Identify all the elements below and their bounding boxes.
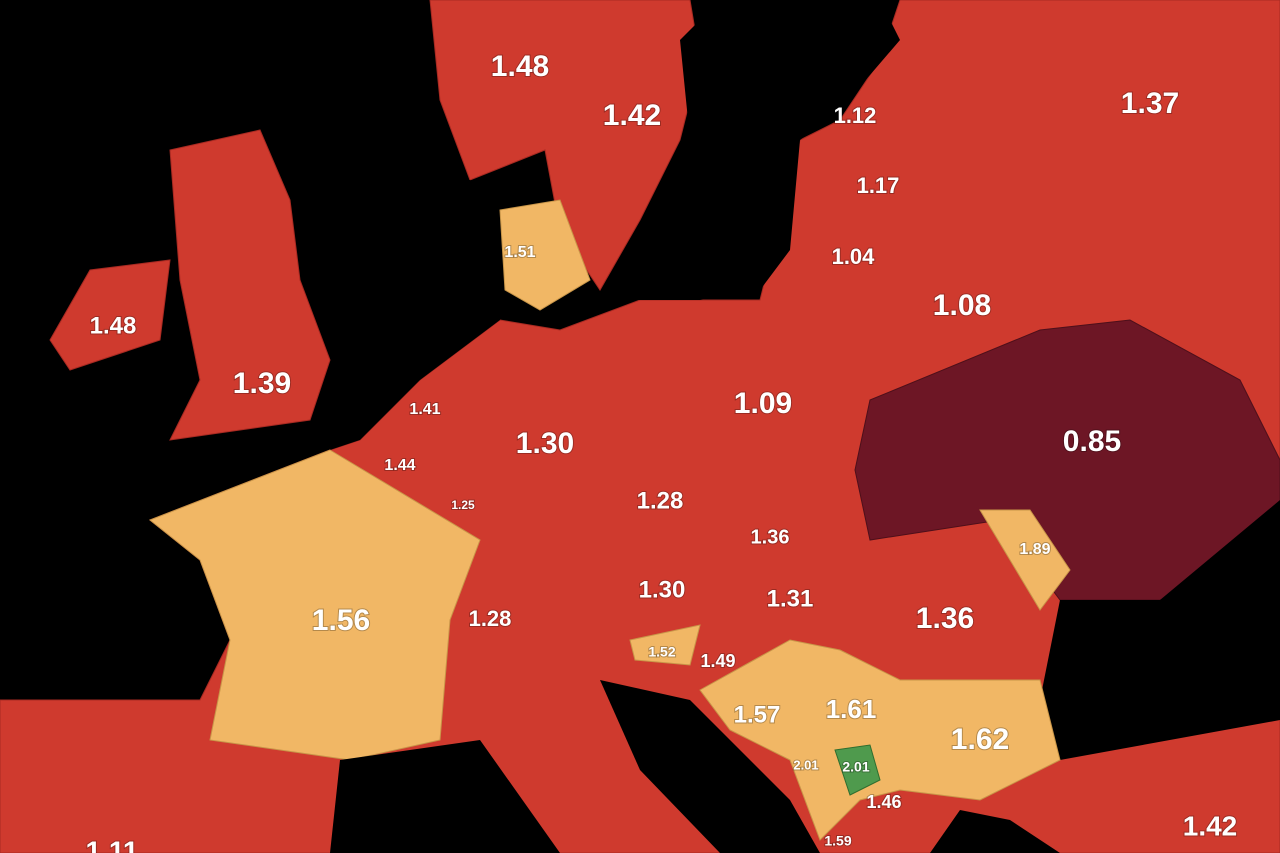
north-sea — [330, 180, 510, 450]
kosovo — [834, 744, 881, 796]
region-value: 2.01 — [793, 757, 818, 772]
uk — [169, 129, 331, 441]
region-value: 1.89 — [1019, 541, 1050, 558]
region-value: 1.46 — [866, 792, 901, 812]
region-value: 1.48 — [90, 312, 137, 339]
aegean-sea — [930, 810, 1060, 853]
region-value: 1.31 — [767, 585, 814, 612]
black-sea — [1040, 500, 1280, 760]
region-value: 1.42 — [603, 99, 661, 132]
region-value: 1.28 — [469, 606, 512, 631]
region-value: 1.44 — [384, 457, 415, 474]
region-value: 1.37 — [1121, 87, 1179, 120]
region-value: 1.41 — [409, 401, 440, 418]
region-value: 1.59 — [824, 833, 851, 849]
region-value: 1.56 — [312, 604, 370, 637]
region-value: 1.62 — [951, 723, 1009, 756]
region-value: 1.42 — [1183, 810, 1238, 841]
region-value: 1.51 — [504, 244, 535, 261]
ireland — [49, 259, 171, 371]
region-value: 1.04 — [832, 244, 876, 269]
balkans — [699, 639, 1061, 841]
france — [149, 449, 481, 761]
region-value: 1.39 — [233, 367, 291, 400]
region-value: 0.85 — [1063, 425, 1121, 458]
region-value: 1.12 — [834, 103, 877, 128]
region-value: 1.09 — [734, 387, 792, 420]
region-value: 1.61 — [826, 694, 877, 724]
baltic-sea — [600, 0, 900, 300]
slovenia — [629, 624, 701, 666]
moldova — [979, 509, 1071, 611]
tyrrhenian-sea — [330, 740, 560, 853]
region-value: 1.30 — [639, 576, 686, 603]
region-value: 1.49 — [700, 651, 735, 671]
region-value: 1.17 — [857, 173, 900, 198]
adriatic-sea — [600, 680, 820, 853]
region-value: 1.52 — [648, 644, 675, 660]
region-value: 2.01 — [842, 759, 869, 775]
region-value: 1.28 — [637, 487, 684, 514]
region-value: 1.25 — [451, 498, 475, 512]
region-value: 1.36 — [751, 526, 790, 548]
region-value: 1.57 — [734, 701, 781, 728]
region-value: 1.08 — [933, 289, 991, 322]
region-value: 1.30 — [516, 427, 574, 460]
labels: 1.48 1.42 1.12 1.37 1.17 1.51 1.04 1.08 1.48 1.39… — [85, 49, 1239, 853]
region-value: 1.11 — [86, 835, 139, 853]
region-value: 1.36 — [916, 602, 974, 635]
region-value: 1.48 — [491, 50, 549, 83]
denmark — [499, 199, 591, 311]
